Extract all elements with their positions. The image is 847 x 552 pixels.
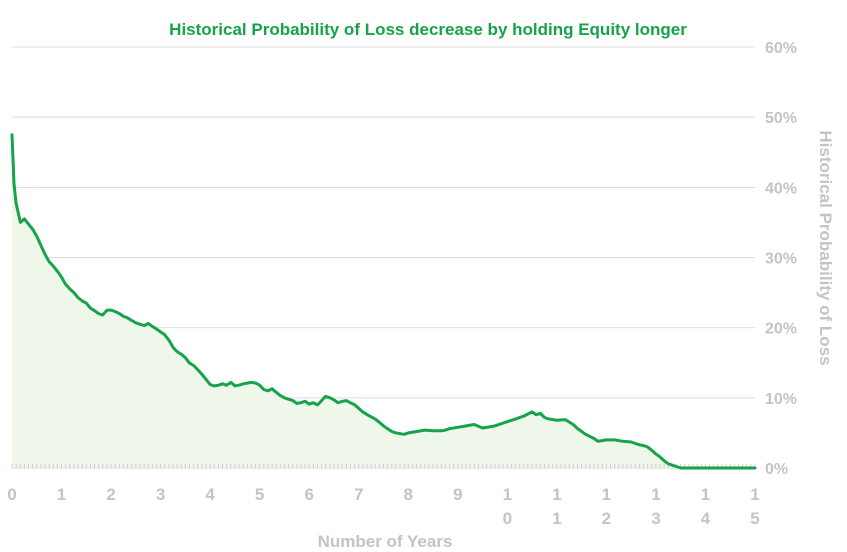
x-tick-label-4: 4 — [205, 485, 215, 504]
x-tick-label-3: 3 — [156, 485, 165, 504]
x-tick-label-7: 7 — [354, 485, 363, 504]
y-tick-label-60: 60% — [765, 40, 797, 57]
y-tick-label-20: 20% — [765, 321, 797, 338]
series-line — [10, 133, 757, 470]
x-tick-label-8: 8 — [404, 485, 413, 504]
y-tick-label-40: 40% — [765, 180, 797, 197]
x-tick-labels: 0 1 2 3 4 5 6 7 8 9 1 01 11 21 31 41 5 — [7, 485, 759, 528]
series-area — [12, 134, 755, 468]
y-axis-label: Historical Probability of Loss — [816, 130, 835, 365]
y-tick-label-50: 50% — [765, 110, 797, 127]
x-tick-label-6: 6 — [304, 485, 313, 504]
y-tick-label-10: 10% — [765, 391, 797, 408]
x-tick-label-1: 1 — [57, 485, 66, 504]
y-tick-label-0: 0% — [765, 461, 788, 478]
y-tick-labels: 0% 10% 20% 30% 40% 50% 60% — [765, 40, 797, 478]
x-minor-ticks — [11, 464, 756, 468]
x-tick-label-9: 9 — [453, 485, 462, 504]
x-tick-label-5: 5 — [255, 485, 264, 504]
chart-title: Historical Probability of Loss decrease … — [169, 20, 687, 39]
y-tick-label-30: 30% — [765, 251, 797, 268]
x-axis-label: Number of Years — [318, 532, 453, 551]
x-tick-label-0: 0 — [7, 485, 16, 504]
x-tick-label-2: 2 — [106, 485, 115, 504]
